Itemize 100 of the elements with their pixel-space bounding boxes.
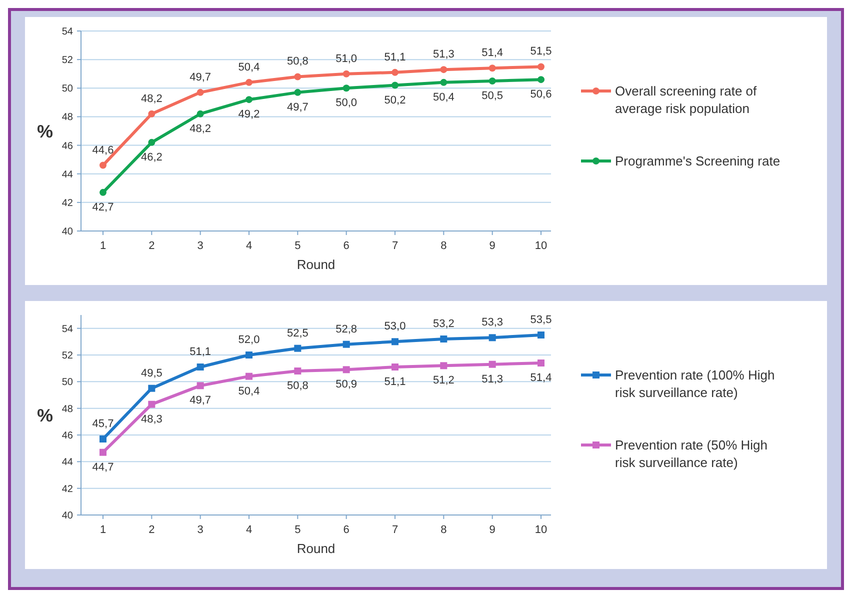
- data-label: 51,2: [432, 374, 454, 387]
- legend-label: Prevention rate (50% High risk surveillance rate): [615, 438, 768, 470]
- y-tick-label: 54: [62, 324, 74, 335]
- x-tick-label: 4: [246, 240, 252, 252]
- x-axis-title: Round: [296, 541, 336, 556]
- point: [294, 73, 302, 80]
- data-label: 50,8: [286, 380, 308, 392]
- y-tick-label: 46: [62, 140, 74, 152]
- x-tick-label: 7: [392, 240, 398, 252]
- point: [196, 110, 204, 118]
- point: [148, 400, 156, 408]
- data-label: 51,3: [482, 373, 504, 386]
- legend-label: Overall screening rate of average risk population: [615, 84, 758, 116]
- point: [392, 68, 398, 76]
- data-label: 51,0: [336, 52, 358, 65]
- data-label: 50,5: [482, 90, 504, 102]
- point: [488, 64, 496, 72]
- point: [342, 84, 350, 92]
- x-tick-label: 3: [197, 240, 204, 252]
- point: [148, 138, 156, 146]
- point: [488, 78, 496, 84]
- data-label: 49,5: [140, 367, 162, 380]
- point: [440, 66, 448, 74]
- point: [246, 96, 252, 104]
- x-tick-label: 6: [343, 524, 350, 536]
- point: [392, 338, 398, 346]
- data-label: 48,2: [190, 122, 212, 135]
- data-label: 51,1: [384, 51, 406, 64]
- data-label: 50,6: [530, 88, 552, 101]
- data-label: 53,5: [530, 314, 552, 326]
- data-label: 51,1: [190, 346, 212, 358]
- point: [100, 448, 106, 456]
- y-tick-label: 44: [62, 457, 74, 468]
- data-label: 50,2: [384, 94, 406, 106]
- data-label: 53,2: [432, 318, 454, 330]
- x-tick-label: 5: [294, 524, 301, 536]
- x-tick-label: 2: [148, 240, 155, 252]
- y-tick-label: 52: [62, 350, 74, 362]
- point: [294, 368, 302, 374]
- y-tick-label: 40: [62, 226, 74, 238]
- point: [246, 352, 252, 358]
- x-axis-title: Round: [296, 257, 336, 272]
- x-tick-label: 7: [392, 524, 398, 536]
- data-label: 49,2: [238, 108, 260, 121]
- x-tick-label: 2: [148, 524, 155, 536]
- x-tick-label: 8: [440, 524, 447, 536]
- x-tick-label: 10: [534, 240, 548, 252]
- y-tick-label: 48: [62, 112, 74, 124]
- data-label: 52,8: [336, 323, 358, 336]
- data-label: 50,0: [336, 97, 358, 110]
- y-tick-label: 44: [62, 169, 74, 180]
- data-label: 48,3: [140, 413, 162, 426]
- data-label: 48,2: [140, 92, 162, 105]
- point: [440, 336, 448, 342]
- y-axis-title: %: [36, 121, 54, 142]
- data-label: 49,7: [286, 101, 308, 114]
- data-label: 49,7: [190, 71, 212, 84]
- data-label: 50,4: [238, 385, 260, 398]
- data-label: 46,2: [140, 151, 162, 164]
- x-tick-label: 4: [246, 524, 252, 536]
- data-label: 44,6: [92, 144, 114, 156]
- point: [148, 110, 156, 118]
- data-label: 51,5: [530, 46, 552, 58]
- x-tick-label: 9: [489, 240, 496, 252]
- y-axis-title: %: [36, 405, 54, 426]
- point: [538, 332, 544, 338]
- data-label: 45,7: [92, 418, 114, 430]
- data-label: 51,4: [482, 47, 504, 60]
- y-tick-label: 42: [62, 198, 74, 209]
- point: [100, 162, 106, 169]
- point: [440, 78, 448, 86]
- point: [294, 88, 302, 96]
- point: [196, 88, 204, 96]
- point: [196, 382, 204, 390]
- y-tick-label: 54: [62, 26, 74, 38]
- data-label: 49,7: [190, 394, 212, 407]
- x-tick-label: 6: [343, 240, 350, 252]
- x-tick-label: 3: [197, 524, 204, 536]
- data-label: 50,4: [238, 61, 260, 74]
- point: [100, 188, 106, 196]
- point: [392, 82, 398, 89]
- data-label: 53,0: [384, 320, 406, 333]
- point: [246, 372, 252, 380]
- data-label: 53,3: [482, 316, 504, 329]
- legend-label: Programme's Screening rate: [615, 154, 780, 169]
- legend-label: Prevention rate (100% High risk surveillance rate): [615, 368, 775, 400]
- data-label: 52,0: [238, 334, 260, 346]
- data-label: 51,1: [384, 376, 406, 388]
- data-label: 42,7: [92, 201, 114, 214]
- point: [342, 70, 350, 78]
- point: [294, 344, 302, 352]
- y-tick-label: 46: [62, 430, 74, 442]
- point: [488, 360, 496, 368]
- point: [440, 362, 448, 370]
- x-tick-label: 9: [489, 524, 496, 536]
- x-tick-label: 5: [294, 240, 301, 252]
- point: [100, 436, 106, 442]
- y-tick-label: 48: [62, 404, 74, 415]
- point: [196, 364, 204, 370]
- y-tick-label: 40: [62, 510, 74, 522]
